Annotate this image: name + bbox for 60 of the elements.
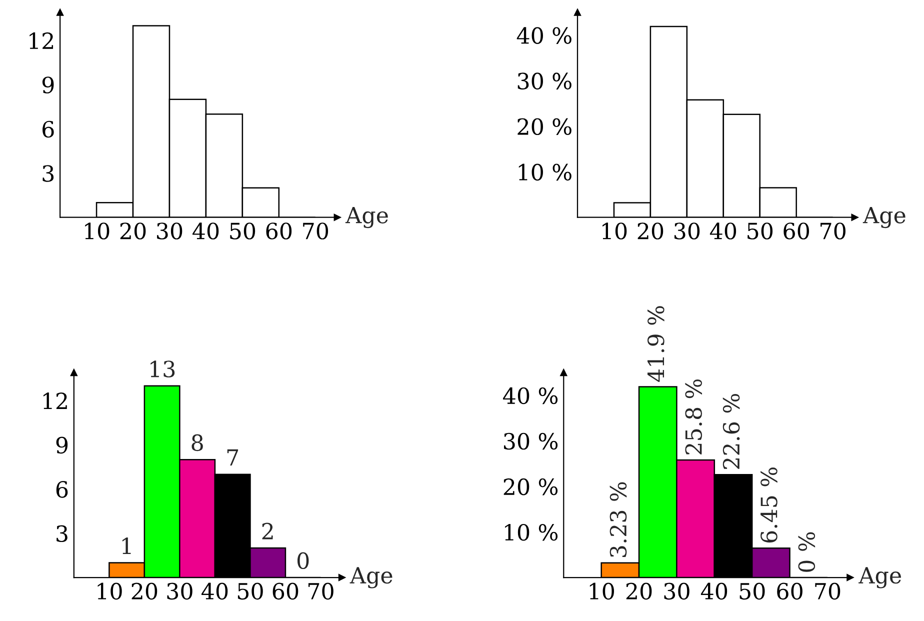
x-tick-label: 40 (700, 582, 728, 600)
x-tick-label: 30 (157, 222, 182, 240)
data-label: 41.9 % (648, 306, 664, 382)
data-label: 22.6 % (722, 394, 740, 469)
x-tick-label: 50 (238, 582, 263, 600)
data-label: 2 (262, 522, 273, 540)
x-tick-label: 60 (272, 582, 298, 600)
x-tick-label: 10 (590, 582, 614, 600)
y-tick-label: 10 % (505, 524, 558, 541)
data-label: 3.23 % (610, 482, 627, 557)
data-label: 25.8 % (685, 379, 702, 454)
y-tick-label: 20 % (518, 118, 572, 136)
data-label: 7 (227, 449, 238, 466)
y-tick-label: 9 (42, 76, 54, 94)
y-tick-label: 10 % (518, 164, 572, 181)
x-tick-label: 20 (638, 222, 664, 240)
y-tick-label: 3 (56, 525, 68, 542)
x-axis-title: Age (858, 567, 901, 588)
x-tick-label: 60 (266, 222, 292, 240)
x-tick-label: 30 (674, 222, 700, 240)
x-axis-title: Age (345, 206, 388, 228)
x-tick-label: 20 (626, 582, 652, 600)
x-tick-label: 10 (98, 582, 122, 600)
x-axis-title: Age (862, 206, 906, 228)
x-tick-label: 40 (201, 582, 228, 600)
x-tick-label: 60 (777, 582, 802, 600)
y-tick-label: 6 (56, 481, 68, 498)
x-tick-label: 20 (132, 582, 158, 600)
y-tick-label: 6 (42, 120, 54, 138)
x-tick-label: 30 (664, 582, 690, 600)
x-tick-label: 10 (85, 222, 110, 240)
x-axis-title: Age (350, 567, 392, 588)
y-tick-label: 3 (42, 165, 54, 182)
x-tick-label: 40 (710, 222, 736, 240)
y-tick-label: 40 % (516, 27, 572, 44)
x-tick-label: 70 (820, 222, 846, 240)
x-tick-label: 50 (748, 222, 773, 240)
x-tick-label: 50 (740, 582, 765, 600)
data-label: 6.45 % (760, 468, 778, 543)
y-tick-label: 30 % (518, 72, 572, 90)
x-tick-label: 30 (167, 582, 192, 600)
data-label: 1 (122, 538, 131, 554)
x-tick-label: 70 (303, 222, 328, 240)
data-label: 13 (150, 360, 175, 378)
y-tick-label: 30 % (504, 432, 558, 450)
x-tick-label: 50 (230, 222, 256, 240)
y-tick-label: 12 (43, 392, 67, 410)
y-tick-label: 12 (30, 32, 54, 49)
data-label: 0 % (798, 532, 816, 572)
x-tick-label: 70 (815, 582, 840, 600)
y-tick-label: 40 % (503, 387, 558, 404)
data-label: 8 (192, 434, 203, 452)
x-tick-label: 60 (784, 222, 810, 240)
data-label: 0 (297, 552, 309, 570)
x-tick-label: 40 (192, 222, 219, 240)
x-tick-label: 20 (120, 222, 146, 240)
y-tick-label: 20 % (504, 478, 558, 496)
x-tick-label: 10 (602, 222, 627, 240)
y-tick-label: 9 (56, 436, 68, 454)
x-tick-label: 70 (308, 582, 334, 600)
